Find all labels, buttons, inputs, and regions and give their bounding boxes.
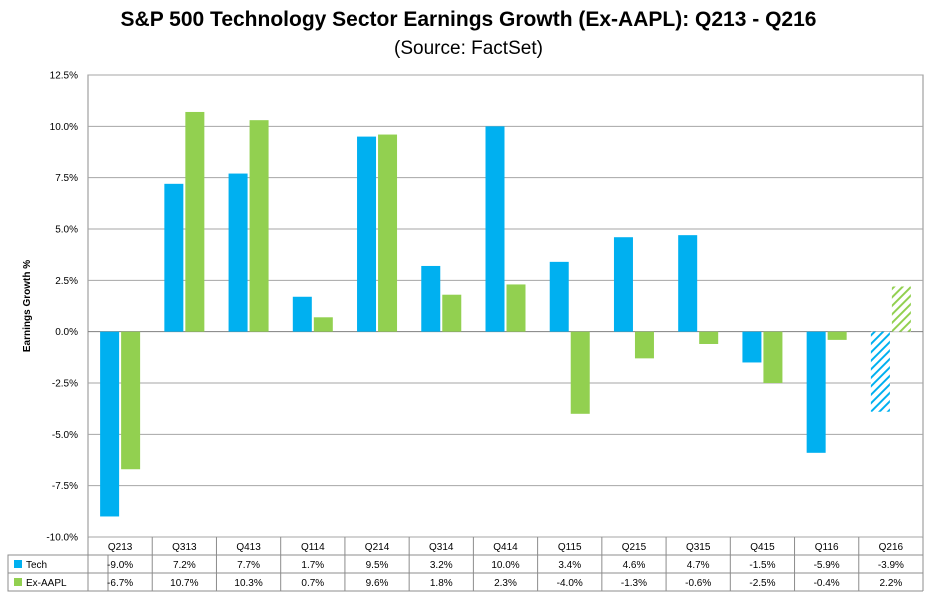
plot-area-border bbox=[87, 74, 924, 538]
bar-tech bbox=[742, 331, 762, 363]
bar-ex-aapl bbox=[313, 317, 333, 332]
y-tick-label: -2.5% bbox=[52, 379, 78, 390]
data-label: 10.0% bbox=[491, 560, 519, 571]
data-label: -3.9% bbox=[878, 560, 904, 571]
x-tick-label: Q216 bbox=[879, 542, 904, 553]
y-tick-label: -7.5% bbox=[52, 481, 78, 492]
data-label: 3.4% bbox=[558, 560, 581, 571]
x-tick-label: Q116 bbox=[815, 542, 839, 553]
x-tick-label: Q314 bbox=[429, 542, 454, 553]
data-label: -5.9% bbox=[814, 560, 840, 571]
data-label: -0.6% bbox=[685, 578, 711, 589]
y-tick-label: 10.0% bbox=[50, 122, 78, 133]
bar-tech bbox=[228, 173, 248, 332]
data-label: 9.6% bbox=[366, 578, 389, 589]
bar-tech bbox=[870, 331, 890, 412]
data-label: -1.3% bbox=[621, 578, 647, 589]
y-tick-label: -5.0% bbox=[52, 430, 78, 441]
legend-entry: Ex-AAPL bbox=[26, 578, 67, 589]
data-label: 4.7% bbox=[687, 560, 710, 571]
bar-tech bbox=[292, 296, 312, 332]
y-axis: 12.5% 10.0% 7.5% 5.0% 2.5% 0.0% -2.5% -5.0% -7.5… bbox=[22, 71, 78, 544]
data-label: 10.3% bbox=[234, 578, 262, 589]
data-label: 3.2% bbox=[430, 560, 453, 571]
bar-ex-aapl bbox=[249, 120, 269, 332]
x-tick-label: Q413 bbox=[236, 542, 261, 553]
legend-entry: Tech bbox=[26, 560, 47, 571]
data-label: -2.5% bbox=[749, 578, 775, 589]
bar-ex-aapl bbox=[121, 331, 141, 470]
bar-ex-aapl bbox=[891, 286, 911, 332]
x-tick-label: Q114 bbox=[301, 542, 325, 553]
gridlines bbox=[87, 74, 924, 538]
bar-tech bbox=[357, 136, 377, 332]
bar-ex-aapl bbox=[442, 294, 462, 332]
bar-ex-aapl bbox=[634, 331, 654, 359]
y-tick-label: 7.5% bbox=[55, 173, 78, 184]
x-tick-label: Q315 bbox=[686, 542, 711, 553]
bars bbox=[100, 111, 911, 517]
data-label: -0.4% bbox=[814, 578, 840, 589]
chart-subtitle: (Source: FactSet) bbox=[394, 38, 543, 59]
x-tick-label: Q215 bbox=[622, 542, 647, 553]
x-tick-label: Q414 bbox=[493, 542, 518, 553]
bar-ex-aapl bbox=[185, 111, 205, 332]
bar-ex-aapl bbox=[763, 331, 783, 383]
bar-ex-aapl bbox=[506, 284, 526, 332]
data-label: 1.8% bbox=[430, 578, 453, 589]
bar-tech bbox=[164, 183, 184, 332]
x-tick-label: Q313 bbox=[172, 542, 197, 553]
data-table: Q213 Q313 Q413 Q114 Q214 Q314 Q414 Q115 Q215 Q315… bbox=[7, 537, 924, 592]
bar-tech bbox=[678, 235, 698, 332]
legend-swatch bbox=[14, 578, 22, 586]
data-label: 2.2% bbox=[879, 578, 902, 589]
data-label: -1.5% bbox=[749, 560, 775, 571]
data-label: 4.6% bbox=[623, 560, 646, 571]
data-label: 10.7% bbox=[170, 578, 198, 589]
bar-ex-aapl bbox=[699, 331, 719, 344]
bar-ex-aapl bbox=[378, 134, 398, 332]
data-label: 2.3% bbox=[494, 578, 517, 589]
x-tick-label: Q415 bbox=[750, 542, 775, 553]
data-label: 9.5% bbox=[366, 560, 389, 571]
data-label: 7.2% bbox=[173, 560, 196, 571]
bar-tech bbox=[421, 265, 441, 332]
x-tick-label: Q214 bbox=[365, 542, 390, 553]
x-tick-label: Q115 bbox=[558, 542, 582, 553]
data-label: -4.0% bbox=[557, 578, 583, 589]
y-tick-label: 2.5% bbox=[55, 276, 78, 287]
y-tick-label: -10.0% bbox=[46, 533, 78, 544]
legend-swatch bbox=[14, 560, 22, 568]
y-tick-label: 5.0% bbox=[55, 225, 78, 236]
y-tick-label: 12.5% bbox=[50, 71, 78, 82]
bar-ex-aapl bbox=[827, 331, 847, 340]
bar-tech bbox=[549, 261, 569, 332]
data-label: -9.0% bbox=[107, 560, 133, 571]
x-tick-label: Q213 bbox=[108, 542, 133, 553]
chart-title: S&P 500 Technology Sector Earnings Growt… bbox=[120, 8, 817, 31]
y-tick-label: 0.0% bbox=[55, 327, 78, 338]
bar-tech bbox=[806, 331, 826, 453]
data-label: 7.7% bbox=[237, 560, 260, 571]
bar-ex-aapl bbox=[570, 331, 590, 414]
data-label: 1.7% bbox=[301, 560, 324, 571]
bar-tech bbox=[613, 237, 633, 332]
bar-tech bbox=[485, 126, 505, 332]
data-label: -6.7% bbox=[107, 578, 133, 589]
bar-tech bbox=[100, 331, 120, 517]
data-label: 0.7% bbox=[301, 578, 324, 589]
y-axis-label: Earnings Growth % bbox=[22, 260, 33, 352]
